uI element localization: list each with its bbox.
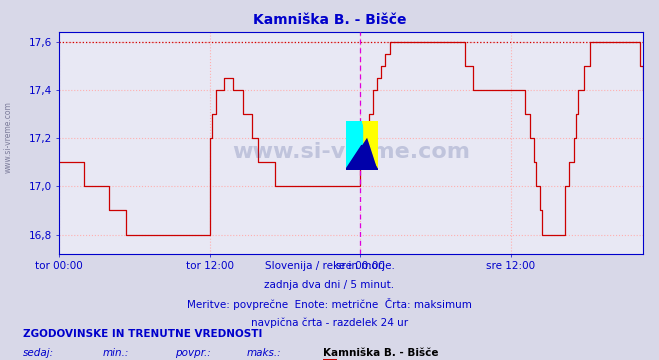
Text: maks.:: maks.: xyxy=(247,348,282,358)
Text: www.si-vreme.com: www.si-vreme.com xyxy=(232,142,470,162)
Text: Kamniška B. - Bišče: Kamniška B. - Bišče xyxy=(253,13,406,27)
Text: www.si-vreme.com: www.si-vreme.com xyxy=(3,101,13,173)
Polygon shape xyxy=(346,121,362,170)
Polygon shape xyxy=(362,121,378,170)
Text: min.:: min.: xyxy=(102,348,129,358)
Text: povpr.:: povpr.: xyxy=(175,348,210,358)
Polygon shape xyxy=(346,145,378,170)
Polygon shape xyxy=(362,121,378,170)
Text: Kamniška B. - Bišče: Kamniška B. - Bišče xyxy=(323,348,438,358)
Text: sedaj:: sedaj: xyxy=(23,348,54,358)
Text: Meritve: povprečne  Enote: metrične  Črta: maksimum: Meritve: povprečne Enote: metrične Črta:… xyxy=(187,298,472,310)
Polygon shape xyxy=(346,121,362,170)
Text: Slovenija / reke in morje.: Slovenija / reke in morje. xyxy=(264,261,395,271)
Text: zadnja dva dni / 5 minut.: zadnja dva dni / 5 minut. xyxy=(264,280,395,290)
Text: navpična črta - razdelek 24 ur: navpična črta - razdelek 24 ur xyxy=(251,317,408,328)
Text: ZGODOVINSKE IN TRENUTNE VREDNOSTI: ZGODOVINSKE IN TRENUTNE VREDNOSTI xyxy=(23,329,262,339)
Polygon shape xyxy=(346,121,378,170)
